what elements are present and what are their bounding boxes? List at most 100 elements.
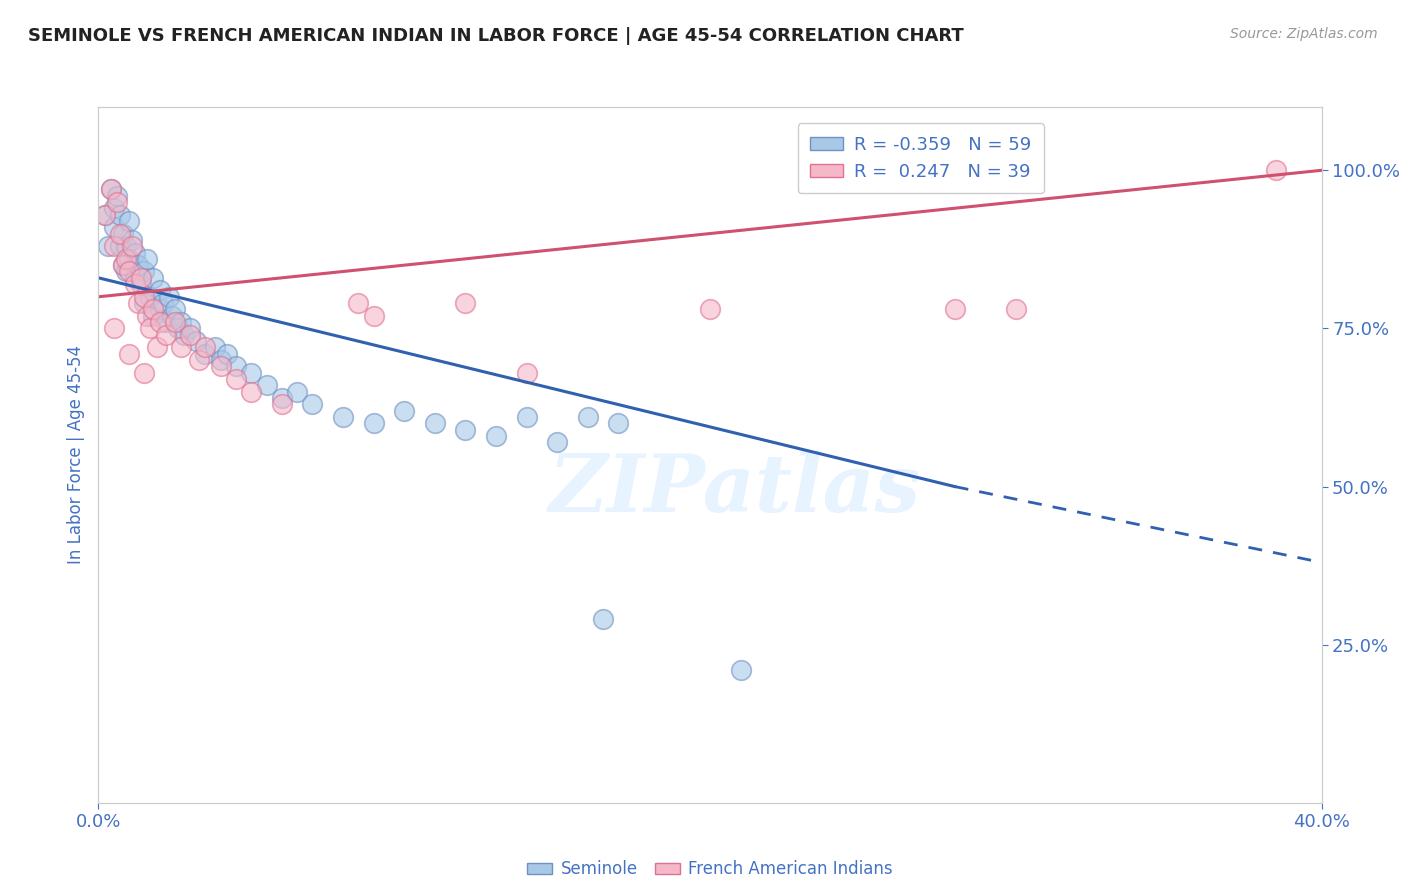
Point bbox=[145, 340, 167, 354]
Point bbox=[392, 403, 416, 417]
Point bbox=[121, 239, 143, 253]
Point bbox=[111, 227, 134, 241]
Point bbox=[943, 302, 966, 317]
Point bbox=[111, 258, 134, 272]
Point bbox=[127, 258, 149, 272]
Point bbox=[149, 315, 172, 329]
Point bbox=[103, 321, 125, 335]
Point bbox=[576, 409, 599, 424]
Point bbox=[270, 397, 292, 411]
Point bbox=[142, 270, 165, 285]
Point bbox=[730, 663, 752, 677]
Point bbox=[167, 321, 190, 335]
Point bbox=[115, 239, 138, 253]
Point bbox=[516, 409, 538, 424]
Point bbox=[240, 366, 263, 380]
Point bbox=[454, 296, 477, 310]
Point bbox=[225, 372, 247, 386]
Point bbox=[129, 270, 152, 285]
Point bbox=[363, 417, 385, 431]
Point bbox=[699, 302, 721, 317]
Point bbox=[93, 208, 115, 222]
Point bbox=[142, 302, 165, 317]
Text: ZIPatlas: ZIPatlas bbox=[548, 451, 921, 528]
Point bbox=[134, 264, 156, 278]
Point bbox=[118, 264, 141, 278]
Point bbox=[105, 194, 128, 209]
Point bbox=[163, 302, 186, 317]
Point bbox=[485, 429, 508, 443]
Point bbox=[108, 239, 131, 253]
Point bbox=[100, 182, 122, 196]
Point bbox=[209, 359, 232, 374]
Point bbox=[105, 188, 128, 202]
Point bbox=[256, 378, 278, 392]
Point bbox=[127, 296, 149, 310]
Point bbox=[347, 296, 370, 310]
Point bbox=[285, 384, 308, 399]
Point bbox=[152, 296, 174, 310]
Point bbox=[194, 340, 217, 354]
Point bbox=[124, 277, 146, 292]
Point bbox=[607, 417, 630, 431]
Point bbox=[134, 296, 156, 310]
Point bbox=[240, 384, 263, 399]
Point bbox=[155, 315, 177, 329]
Legend: Seminole, French American Indians: Seminole, French American Indians bbox=[520, 854, 900, 885]
Point bbox=[186, 334, 208, 348]
Point bbox=[225, 359, 247, 374]
Point bbox=[170, 340, 193, 354]
Point bbox=[516, 366, 538, 380]
Point bbox=[103, 220, 125, 235]
Point bbox=[108, 227, 131, 241]
Text: Source: ZipAtlas.com: Source: ZipAtlas.com bbox=[1230, 27, 1378, 41]
Point bbox=[142, 309, 165, 323]
Point bbox=[454, 423, 477, 437]
Point bbox=[179, 327, 201, 342]
Point bbox=[136, 252, 159, 266]
Point bbox=[134, 290, 156, 304]
Point bbox=[270, 391, 292, 405]
Point bbox=[173, 327, 195, 342]
Text: SEMINOLE VS FRENCH AMERICAN INDIAN IN LABOR FORCE | AGE 45-54 CORRELATION CHART: SEMINOLE VS FRENCH AMERICAN INDIAN IN LA… bbox=[28, 27, 965, 45]
Point bbox=[592, 612, 614, 626]
Point bbox=[155, 327, 177, 342]
Point bbox=[194, 347, 217, 361]
Point bbox=[118, 214, 141, 228]
Point bbox=[134, 366, 156, 380]
Point bbox=[163, 315, 186, 329]
Point bbox=[160, 309, 183, 323]
Point bbox=[363, 309, 385, 323]
Point bbox=[118, 252, 141, 266]
Point bbox=[124, 270, 146, 285]
Point bbox=[100, 182, 122, 196]
Point bbox=[1264, 163, 1286, 178]
Point bbox=[1004, 302, 1026, 317]
Point bbox=[149, 284, 172, 298]
Point bbox=[209, 353, 232, 368]
Point bbox=[332, 409, 354, 424]
Point bbox=[129, 277, 152, 292]
Point bbox=[139, 290, 162, 304]
Point bbox=[118, 347, 141, 361]
Point bbox=[111, 258, 134, 272]
Point bbox=[179, 321, 201, 335]
Point bbox=[546, 435, 568, 450]
Point bbox=[149, 302, 172, 317]
Point bbox=[204, 340, 226, 354]
Point bbox=[97, 239, 120, 253]
Point bbox=[115, 252, 138, 266]
Point bbox=[103, 201, 125, 215]
Point bbox=[170, 315, 193, 329]
Point bbox=[115, 264, 138, 278]
Point bbox=[215, 347, 238, 361]
Point bbox=[103, 239, 125, 253]
Point bbox=[136, 309, 159, 323]
Point bbox=[423, 417, 446, 431]
Point bbox=[188, 353, 211, 368]
Point bbox=[124, 245, 146, 260]
Point bbox=[93, 208, 115, 222]
Point bbox=[108, 208, 131, 222]
Point bbox=[301, 397, 323, 411]
Y-axis label: In Labor Force | Age 45-54: In Labor Force | Age 45-54 bbox=[66, 345, 84, 565]
